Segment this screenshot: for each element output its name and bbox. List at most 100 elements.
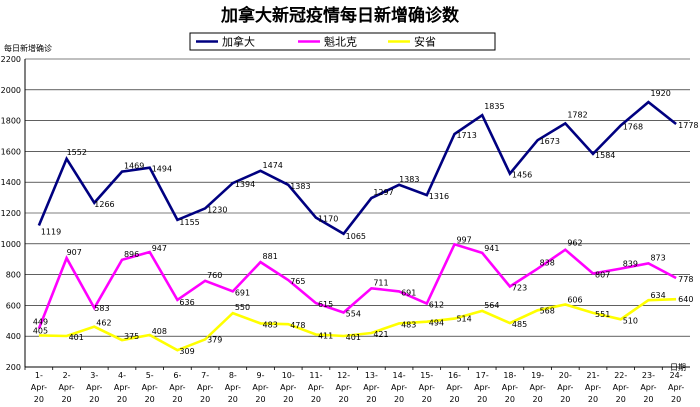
data-label: 615: [318, 300, 333, 309]
x-tick-label: 18-Apr-20: [502, 371, 518, 404]
data-label: 807: [595, 271, 610, 280]
data-label: 941: [484, 244, 499, 253]
data-label: 449: [33, 318, 48, 327]
series-line: [37, 242, 677, 330]
data-label: 568: [540, 306, 555, 315]
x-tick-label: 15-Apr-20: [419, 371, 435, 404]
y-tick-label: 1800: [1, 117, 21, 126]
data-label: 411: [318, 332, 333, 341]
x-tick-label: 22-Apr-20: [613, 371, 629, 404]
x-tick-label: 2-Apr-20: [58, 371, 74, 404]
y-tick-label: 600: [6, 301, 21, 310]
data-label: 896: [124, 250, 139, 259]
data-label: 1266: [94, 200, 114, 209]
data-label: 1835: [484, 102, 504, 111]
data-label: 1584: [595, 151, 615, 160]
y-tick-label: 2000: [1, 86, 21, 95]
data-label: 1297: [373, 188, 393, 197]
series-line: [37, 100, 677, 236]
x-tick-label: 23-Apr-20: [640, 371, 656, 404]
data-label: 873: [650, 253, 665, 262]
data-label: 1673: [540, 137, 560, 146]
data-label: 405: [33, 326, 48, 335]
x-tick-label: 21-Apr-20: [585, 371, 601, 404]
data-label: 634: [650, 291, 665, 300]
data-label: 1469: [124, 162, 144, 171]
data-label: 765: [290, 277, 305, 286]
data-label: 514: [456, 315, 471, 324]
x-tick-label: 9-Apr-20: [252, 371, 268, 404]
data-label: 1713: [456, 131, 476, 140]
x-tick-label: 8-Apr-20: [225, 371, 241, 404]
legend: 加拿大 魁北克 安省: [189, 32, 496, 51]
data-label: 1920: [650, 89, 670, 98]
data-label: 494: [429, 319, 444, 328]
x-tick-label: 24-Apr-20: [668, 371, 684, 404]
data-label: 640: [678, 295, 693, 304]
data-label: 1552: [67, 148, 87, 157]
data-label: 401: [69, 333, 84, 342]
data-label: 691: [401, 288, 416, 297]
legend-box: [189, 32, 496, 51]
data-label: 1170: [318, 215, 338, 224]
data-label: 723: [512, 283, 527, 292]
data-label: 760: [207, 271, 222, 280]
data-label: 1316: [429, 192, 449, 201]
x-tick-label: 17-Apr-20: [474, 371, 490, 404]
y-tick-label: 1000: [1, 240, 21, 249]
x-tick-label: 5-Apr-20: [142, 371, 158, 404]
x-tick-label: 20-Apr-20: [557, 371, 573, 404]
y-tick-label: 1200: [1, 209, 21, 218]
x-tick-label: 14-Apr-20: [391, 371, 407, 404]
data-label: 997: [456, 235, 471, 244]
data-label: 838: [540, 259, 555, 268]
x-tick-label: 16-Apr-20: [446, 371, 462, 404]
data-label: 550: [235, 303, 250, 312]
data-label: 551: [595, 310, 610, 319]
data-label: 1782: [567, 110, 587, 119]
x-tick-label: 1-Apr-20: [31, 371, 47, 404]
data-label: 1456: [512, 171, 532, 180]
data-label: 375: [124, 332, 139, 341]
data-label: 907: [67, 248, 82, 257]
data-label: 778: [678, 275, 693, 284]
y-tick-label: 200: [6, 363, 21, 372]
data-label: 606: [567, 295, 582, 304]
y-tick-label: 400: [6, 332, 21, 341]
x-tick-label: 13-Apr-20: [363, 371, 379, 404]
data-label: 1394: [235, 180, 255, 189]
x-tick-label: 6-Apr-20: [169, 371, 185, 404]
data-label: 881: [263, 252, 278, 261]
data-label: 1494: [152, 165, 172, 174]
y-axis-label: 每日新增确诊: [4, 43, 52, 53]
data-label: 1119: [41, 227, 61, 236]
data-label: 554: [346, 309, 361, 318]
data-label: 711: [373, 278, 388, 287]
y-tick-label: 2200: [1, 55, 21, 64]
data-label: 408: [152, 327, 167, 336]
data-label: 947: [152, 244, 167, 253]
data-label: 612: [429, 301, 444, 310]
data-label: 379: [207, 335, 222, 344]
data-label: 1383: [290, 182, 310, 191]
y-tick-label: 1400: [1, 178, 21, 187]
data-label: 1383: [399, 175, 419, 184]
x-tick-label: 11-Apr-20: [308, 371, 324, 404]
chart-title: 加拿大新冠疫情每日新增确诊数: [220, 5, 460, 26]
x-tick-label: 12-Apr-20: [336, 371, 352, 404]
x-tick-label: 4-Apr-20: [114, 371, 130, 404]
data-label: 583: [94, 304, 109, 313]
data-label: 309: [179, 347, 194, 356]
data-label: 839: [623, 260, 638, 269]
data-label: 421: [373, 330, 388, 339]
y-tick-label: 800: [6, 271, 21, 280]
data-label: 1155: [179, 218, 199, 227]
legend-label: 加拿大: [222, 35, 255, 49]
x-tick-label: 19-Apr-20: [529, 371, 545, 404]
data-label: 1230: [207, 205, 227, 214]
data-label: 691: [235, 288, 250, 297]
x-tick-label: 10-Apr-20: [280, 371, 296, 404]
data-label: 510: [623, 316, 638, 325]
y-tick-label: 1600: [1, 147, 21, 156]
